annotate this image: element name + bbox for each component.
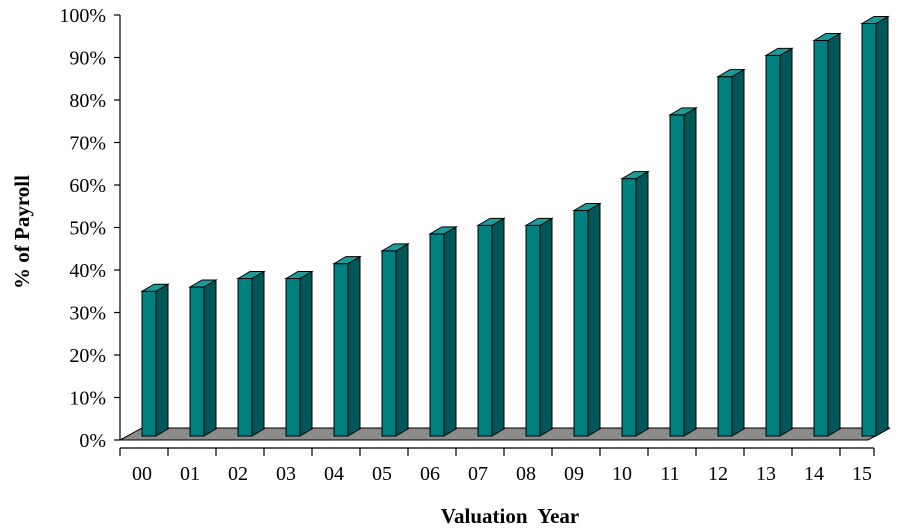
x-tick-label: 00 <box>132 463 152 485</box>
bar-top-face <box>236 271 266 279</box>
bar-top-face <box>716 69 746 78</box>
y-tick-label: 80% <box>69 90 106 112</box>
y-tick-label: 90% <box>69 48 106 70</box>
bar <box>524 217 554 437</box>
bar-top-face <box>524 217 554 226</box>
bar-top-face <box>476 217 506 226</box>
bar <box>764 47 794 437</box>
bar-top-face <box>860 16 890 24</box>
bar-side-face <box>203 279 217 437</box>
bar-side-face <box>395 243 409 437</box>
x-tick-label: 15 <box>852 463 872 485</box>
bar-front-face <box>717 76 733 437</box>
x-tick-label: 01 <box>180 463 200 485</box>
y-tick-label: 40% <box>69 260 106 282</box>
bar-side-face <box>443 226 457 437</box>
bar-side-face <box>875 15 889 437</box>
bar-side-face <box>155 283 169 437</box>
bar-top-face <box>284 271 314 279</box>
floor-plane <box>119 427 891 441</box>
bar-top-face <box>812 33 842 41</box>
x-tick-label: 04 <box>324 463 344 485</box>
x-tick-label: 05 <box>372 463 392 485</box>
bar-side-face <box>635 170 649 437</box>
bar <box>188 279 218 437</box>
bar-front-face <box>525 224 541 437</box>
x-tick-label: 12 <box>708 463 728 485</box>
bar-side-face <box>491 217 505 437</box>
bar-front-face <box>381 250 397 437</box>
bar-top-face <box>380 243 410 252</box>
bar-side-face <box>731 68 745 437</box>
x-tick-label: 03 <box>276 463 296 485</box>
bar-front-face <box>189 286 205 437</box>
y-tick-labels: 0% 10% 20% 30% 40% 50% 60% 70% 80% 90% 100% <box>59 5 120 452</box>
bar-side-face <box>827 32 841 437</box>
bar <box>476 217 506 437</box>
bar <box>572 202 602 437</box>
bar-front-face <box>429 233 445 437</box>
bar <box>284 270 314 437</box>
bar-top-face <box>188 279 218 288</box>
bar-front-face <box>477 224 493 437</box>
bar-top-face <box>428 226 458 235</box>
bar-side-face <box>299 270 313 437</box>
bar-front-face <box>813 40 829 437</box>
x-tick-label: 09 <box>564 463 584 485</box>
bar-top-face <box>332 256 362 265</box>
bar-front-face <box>861 23 877 437</box>
y-tick-label: 60% <box>69 175 106 197</box>
y-tick-label: 10% <box>69 388 106 410</box>
y-tick-label: 0% <box>79 430 106 452</box>
x-tick-label: 06 <box>420 463 440 485</box>
bar-front-face <box>237 278 253 437</box>
bar-top-face <box>620 171 650 180</box>
bars-group <box>140 15 890 437</box>
y-tick-label: 30% <box>69 303 106 325</box>
bar <box>668 107 698 437</box>
bar <box>860 15 890 437</box>
x-tick-label: 11 <box>660 463 679 485</box>
x-tick-label: 02 <box>228 463 248 485</box>
bar-front-face <box>669 114 685 437</box>
bar <box>716 68 746 437</box>
bar <box>236 270 266 437</box>
bar-front-face <box>141 290 157 437</box>
bar-front-face <box>573 210 589 437</box>
bar-side-face <box>779 47 793 437</box>
y-axis-title: % of Payroll <box>10 175 34 289</box>
x-tick-label: 07 <box>468 463 488 485</box>
bar-side-face <box>587 202 601 437</box>
bar <box>620 170 650 437</box>
x-tick-labels: 00 01 02 03 04 05 06 07 08 09 10 11 12 13 14 15 <box>119 448 875 485</box>
bar-side-face <box>251 270 265 437</box>
x-tick-label: 14 <box>804 463 824 485</box>
chart-floor <box>119 427 891 441</box>
bar <box>812 32 842 437</box>
bar-front-face <box>285 278 301 437</box>
bar-front-face <box>765 54 781 437</box>
bar <box>380 243 410 437</box>
bar <box>428 226 458 437</box>
bar-top-face <box>668 107 698 116</box>
x-tick-label: 10 <box>612 463 632 485</box>
y-tick-label: 20% <box>69 345 106 367</box>
y-tick-label: 70% <box>69 133 106 155</box>
bar-side-face <box>539 217 553 437</box>
x-axis-title: Valuation Year <box>441 504 579 528</box>
bar-top-face <box>140 283 170 292</box>
bar <box>140 283 170 437</box>
bar-top-face <box>764 47 794 56</box>
bar-side-face <box>347 255 361 437</box>
y-tick-label: 100% <box>59 5 106 27</box>
bar <box>332 255 362 437</box>
bar-side-face <box>683 107 697 437</box>
y-tick-label: 50% <box>69 218 106 240</box>
bar-front-face <box>621 178 637 437</box>
x-tick-label: 13 <box>756 463 776 485</box>
bar-front-face <box>333 263 349 437</box>
bar-top-face <box>572 203 602 211</box>
x-tick-label: 08 <box>516 463 536 485</box>
